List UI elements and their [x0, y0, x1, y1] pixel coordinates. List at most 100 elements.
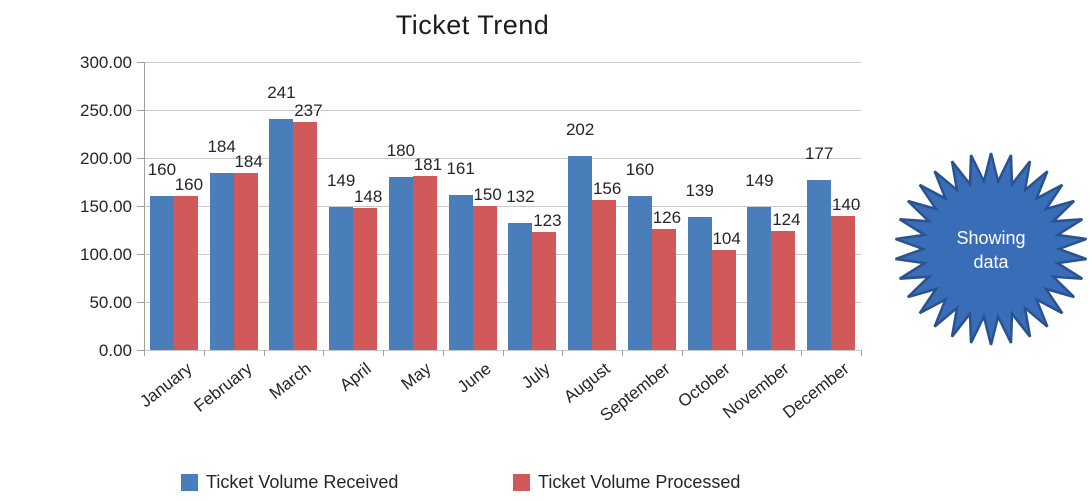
y-axis-tick	[137, 350, 144, 351]
bar-received-august	[568, 156, 593, 350]
y-axis-tick	[137, 158, 144, 159]
bar-processed-april	[353, 207, 378, 350]
bar-value-label: 156	[592, 179, 622, 199]
legend-item-received: Ticket Volume Received	[181, 472, 398, 493]
starburst-shape	[895, 152, 1087, 346]
y-axis-tick	[137, 254, 144, 255]
bar-processed-november	[771, 230, 796, 350]
bar-value-label: 177	[804, 144, 834, 164]
bar-value-label: 123	[533, 210, 562, 230]
y-axis-tick-label: 50.00	[89, 293, 132, 312]
y-axis-tick-label: 0.00	[98, 341, 132, 360]
x-axis-tick	[861, 350, 862, 356]
bar-processed-september	[651, 229, 676, 350]
showing-data-badge: Showing data	[891, 147, 1089, 352]
bar-value-label: 161	[446, 159, 475, 179]
bar-value-label: 184	[207, 137, 236, 157]
bar-processed-july	[532, 231, 557, 350]
bar-value-label: 132	[506, 187, 535, 207]
x-axis-tick	[383, 350, 384, 356]
x-axis-label-april: April	[336, 359, 375, 395]
x-axis-label-september: September	[596, 359, 674, 426]
bar-value-label: 124	[772, 209, 801, 229]
x-axis-label-december: December	[779, 359, 853, 423]
x-axis-tick	[144, 350, 145, 356]
x-axis-tick	[801, 350, 803, 356]
bar-value-label: 202	[565, 120, 595, 140]
badge-text: Showing data	[891, 147, 1089, 352]
bar-value-label: 180	[386, 141, 416, 161]
x-axis-tick	[442, 350, 444, 356]
x-axis-tick	[502, 350, 504, 356]
bar-value-label: 104	[712, 229, 741, 249]
gridline	[144, 254, 861, 255]
bar-received-march	[269, 118, 294, 350]
bar-processed-october	[711, 250, 736, 350]
y-axis-line	[144, 62, 145, 356]
bar-value-label: 139	[685, 180, 714, 200]
bar-value-label: 160	[147, 160, 177, 180]
bar-received-may	[388, 177, 413, 350]
y-axis-tick	[137, 206, 144, 207]
gridline	[144, 302, 861, 303]
legend-item-processed: Ticket Volume Processed	[513, 472, 740, 493]
bar-received-april	[329, 206, 354, 350]
bar-value-label: 160	[174, 175, 204, 195]
bar-processed-march	[293, 122, 318, 350]
x-axis-tick	[562, 350, 564, 356]
bar-value-label: 181	[413, 155, 443, 175]
bar-received-february	[209, 173, 234, 350]
bar-processed-january	[173, 196, 198, 350]
bar-value-label: 140	[831, 194, 861, 214]
gridline	[144, 206, 861, 207]
legend-label-processed: Ticket Volume Processed	[538, 472, 741, 492]
bar-received-june	[448, 195, 473, 350]
x-axis-label-october: October	[673, 359, 734, 412]
bar-received-july	[508, 223, 533, 350]
x-axis-label-march: March	[266, 359, 316, 404]
bar-value-label: 149	[745, 170, 774, 190]
bar-processed-december	[831, 215, 856, 350]
bar-value-label: 184	[234, 152, 263, 172]
chart-title: Ticket Trend	[395, 10, 550, 40]
y-axis-tick-label: 250.00	[80, 101, 132, 120]
bar-value-label: 149	[326, 170, 356, 190]
x-axis-label-february: February	[190, 359, 256, 416]
bar-value-label: 237	[294, 101, 323, 121]
bar-received-january	[149, 196, 174, 350]
x-axis-label-june: June	[453, 359, 495, 397]
y-axis-tick	[137, 110, 144, 111]
bar-received-september	[627, 196, 652, 350]
bar-received-november	[747, 206, 772, 350]
x-axis-label-may: May	[397, 359, 435, 394]
y-axis-tick-label: 200.00	[80, 149, 132, 168]
bar-processed-june	[472, 206, 497, 350]
bar-received-december	[807, 180, 832, 350]
y-axis-tick	[137, 62, 144, 63]
bar-processed-may	[412, 176, 437, 350]
x-axis-tick	[323, 350, 325, 356]
badge-line1: Showing	[956, 227, 1026, 248]
bar-processed-august	[592, 200, 617, 350]
bar-value-label: 160	[625, 160, 655, 180]
y-axis-tick-label: 100.00	[80, 245, 132, 264]
bar-value-label: 126	[652, 208, 682, 228]
bar-processed-february	[233, 173, 258, 350]
legend-label-received: Ticket Volume Received	[206, 472, 399, 492]
y-axis-tick-label: 300.00	[80, 53, 132, 72]
legend-swatch-processed	[513, 474, 530, 491]
x-axis-tick	[203, 350, 205, 356]
x-axis-label-november: November	[719, 359, 794, 423]
bar-received-october	[687, 216, 712, 350]
x-axis-label-january: January	[136, 359, 196, 412]
bar-value-label: 150	[473, 185, 502, 204]
bar-value-label: 148	[353, 186, 383, 206]
x-axis-label-august: August	[560, 359, 614, 407]
legend-swatch-received	[181, 474, 198, 491]
x-axis-tick	[681, 350, 683, 356]
y-axis-tick-label: 150.00	[80, 197, 132, 216]
gridline	[144, 62, 861, 63]
y-axis-tick	[137, 302, 144, 303]
x-axis-tick	[622, 350, 623, 356]
